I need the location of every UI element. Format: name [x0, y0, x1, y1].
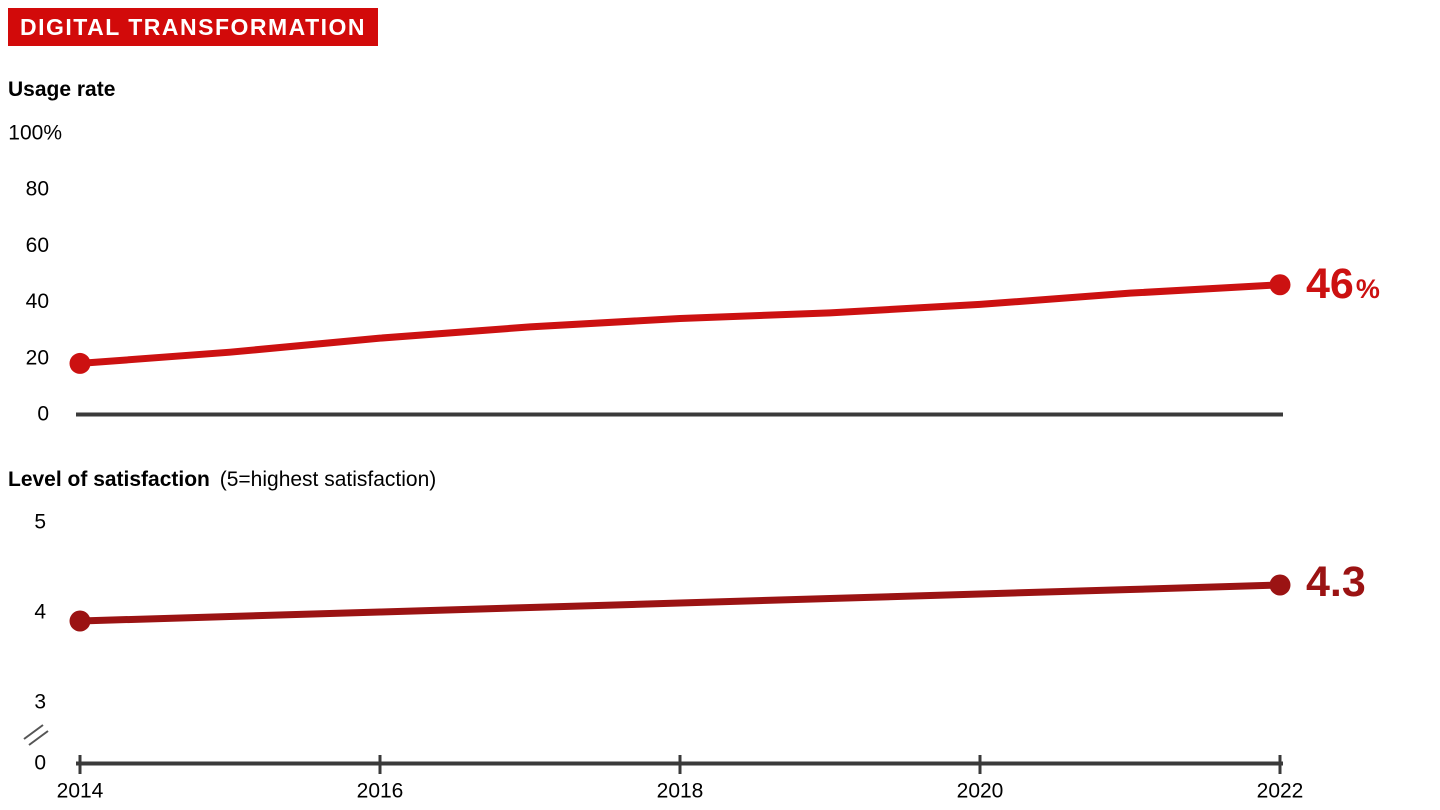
x-axis-tick-label: 2016 — [357, 780, 404, 803]
x-axis-tick-label: 2020 — [957, 780, 1004, 803]
usage-chart-title: Usage rate — [8, 78, 116, 101]
satisfaction-end-point — [1269, 574, 1291, 596]
usage-start-point — [69, 352, 91, 374]
satisfaction-end-value-label: 4.3 — [1306, 558, 1366, 606]
satisfaction-y-zero-label: 0 — [34, 752, 46, 775]
usage-y-tick-label: 20 — [26, 346, 49, 369]
usage-y-tick-label: 0 — [37, 403, 49, 426]
x-axis-tick-label: 2018 — [657, 780, 704, 803]
satisfaction-y-tick-label: 3 — [34, 691, 46, 714]
satisfaction-y-tick-label: 5 — [34, 511, 46, 534]
usage-end-point — [1269, 274, 1291, 296]
usage-end-unit: % — [1355, 274, 1380, 304]
x-axis-tick-label: 2014 — [57, 780, 104, 803]
y-axis-break-icon — [23, 724, 44, 740]
usage-line — [76, 281, 1284, 367]
y-axis-break-icon — [28, 730, 49, 746]
figure-title-banner: DIGITAL TRANSFORMATION — [8, 8, 379, 46]
satisfaction-start-point — [69, 610, 91, 632]
usage-end-value: 46 — [1306, 260, 1354, 308]
usage-y-tick-label: 40 — [26, 290, 49, 313]
figure-title: DIGITAL TRANSFORMATION — [20, 14, 367, 40]
satisfaction-line — [76, 581, 1284, 625]
satisfaction-title-note: (5=highest satisfaction) — [219, 468, 437, 491]
x-axis-tick-label: 2022 — [1257, 780, 1304, 803]
usage-y-tick-label: 100% — [8, 122, 62, 145]
satisfaction-y-tick-label: 4 — [34, 601, 46, 624]
usage-end-value-label: 46% — [1306, 263, 1380, 306]
usage-y-tick-label: 80 — [26, 178, 49, 201]
usage-y-tick-label: 60 — [26, 234, 49, 257]
satisfaction-chart-title: Level of satisfaction (5=highest satisfa… — [8, 468, 436, 492]
satisfaction-title-text: Level of satisfaction — [8, 468, 210, 491]
